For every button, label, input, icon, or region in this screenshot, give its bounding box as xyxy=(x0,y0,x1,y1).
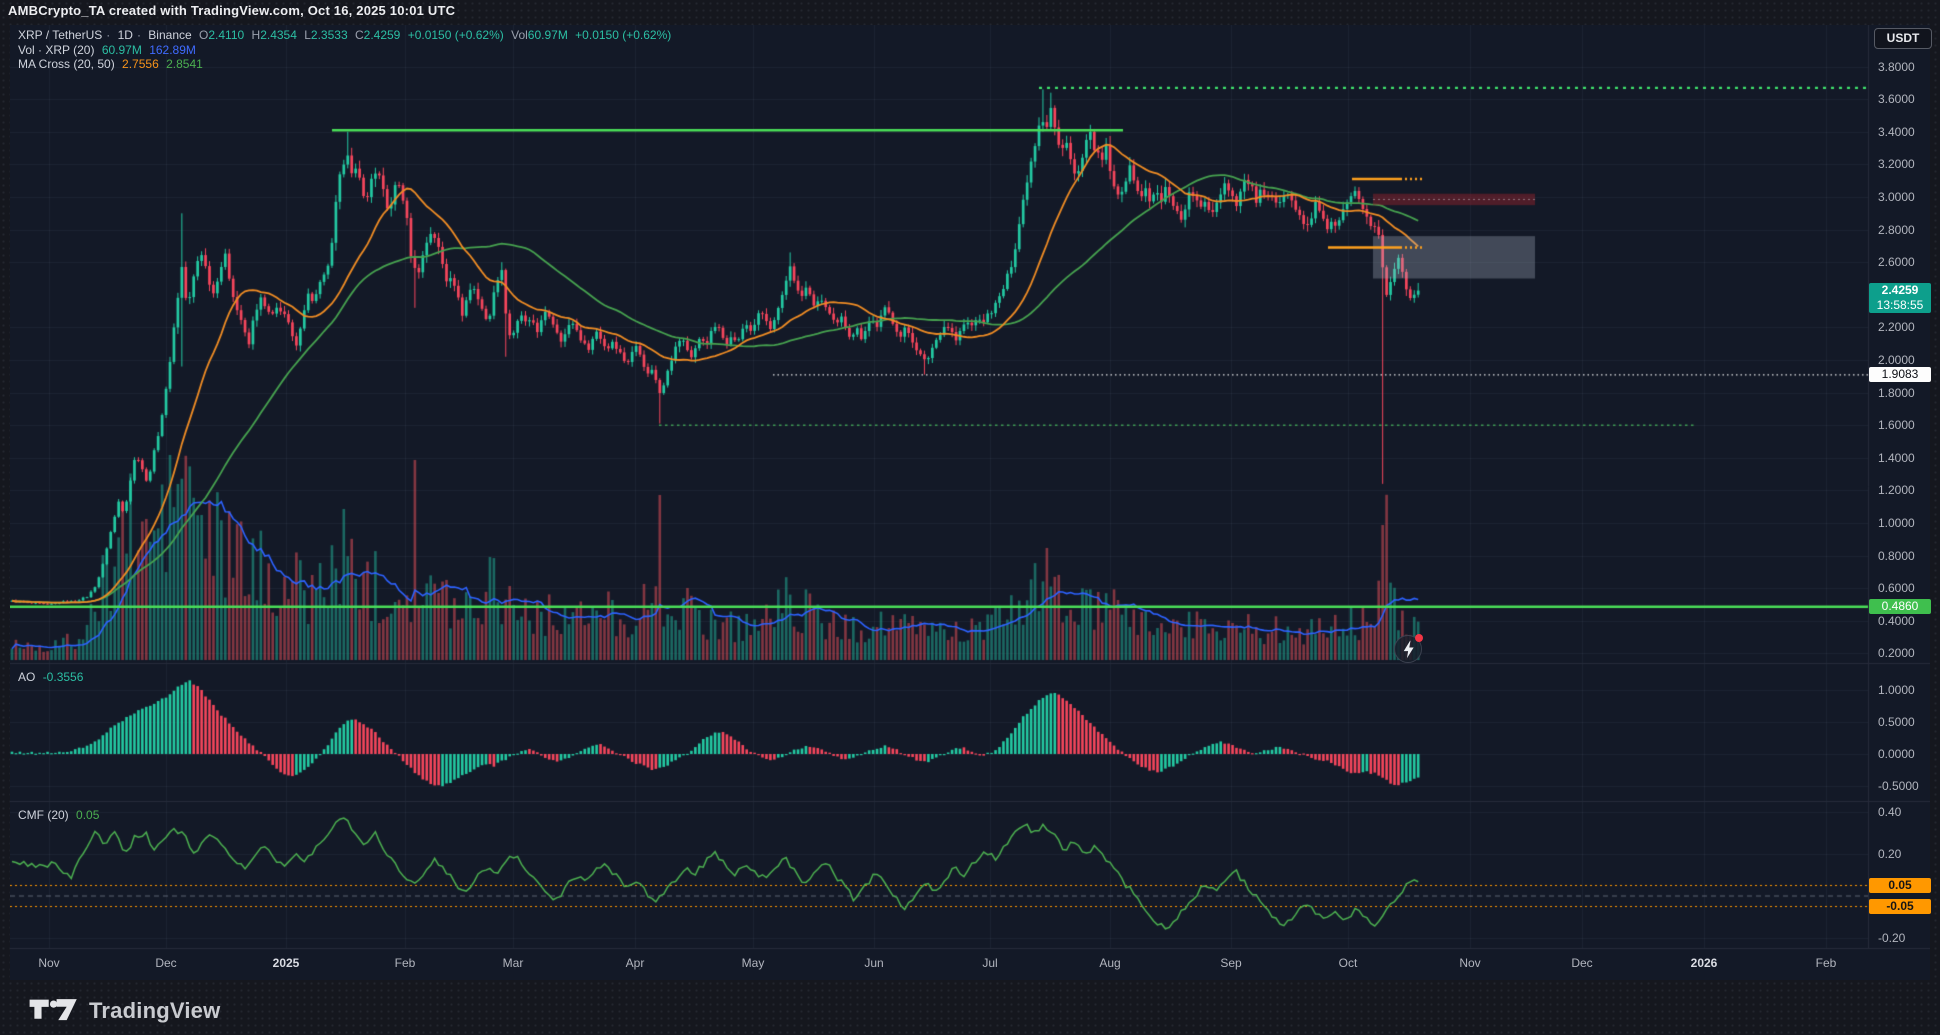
lightning-button[interactable] xyxy=(1394,634,1423,663)
support-price-badge: 0.4860 xyxy=(1869,598,1931,614)
page-title: AMBCrypto_TA created with TradingView.co… xyxy=(8,3,456,18)
price-tick: 3.4000 xyxy=(1878,124,1915,139)
cmf-label: CMF (20) xyxy=(18,808,69,822)
change-value: +0.0150 (+0.62%) xyxy=(407,28,504,42)
volume-ma1-value: 60.97M xyxy=(101,43,142,57)
time-tick: May xyxy=(741,956,765,970)
price-tick: 0.8000 xyxy=(1878,548,1915,563)
volume-value: 60.97M xyxy=(527,28,568,42)
price-tick: 1.6000 xyxy=(1878,418,1915,433)
macross-ma20-value: 2.7556 xyxy=(122,57,159,71)
legend-row-volume[interactable]: Vol · XRP (20) 60.97M 162.89M xyxy=(18,43,200,57)
price-tick: 3.0000 xyxy=(1878,190,1915,204)
level-price-badge: 1.9083 xyxy=(1869,366,1931,382)
time-tick: Feb xyxy=(394,956,416,970)
chart-canvas[interactable] xyxy=(10,25,1930,980)
exchange: Binance xyxy=(148,28,192,42)
ao-tick: -0.5000 xyxy=(1878,779,1919,793)
low-label: L xyxy=(304,28,311,42)
macross-name: MA Cross (20, 50) xyxy=(18,57,115,71)
ao-legend[interactable]: AO -0.3556 xyxy=(18,670,87,684)
price-tick: 1.4000 xyxy=(1878,450,1915,465)
ao-label: AO xyxy=(18,670,36,684)
price-tick: 1.8000 xyxy=(1878,385,1915,400)
high-value: 2.4354 xyxy=(260,28,297,42)
last-price-badge: 2.4259 13:58:55 xyxy=(1869,282,1931,313)
symbol-name: XRP / TetherUS xyxy=(18,28,103,42)
currency-button[interactable]: USDT xyxy=(1874,28,1932,49)
time-tick: Sep xyxy=(1220,956,1242,970)
open-value: 2.4110 xyxy=(208,28,245,42)
time-tick: Oct xyxy=(1338,956,1358,970)
tradingview-logo-icon xyxy=(28,991,80,1030)
price-tick: 1.2000 xyxy=(1878,483,1915,498)
cmf-lower-level-badge: -0.05 xyxy=(1869,898,1931,914)
notification-dot xyxy=(1415,634,1423,642)
price-tick: 3.2000 xyxy=(1878,157,1915,172)
volume-change-value: +0.0150 (+0.62%) xyxy=(575,28,672,42)
time-tick: 2025 xyxy=(272,956,300,970)
cmf-value: 0.05 xyxy=(76,808,100,822)
tradingview-logo-text: TradingView xyxy=(89,997,221,1023)
cmf-tick: 0.40 xyxy=(1878,805,1902,819)
volume-ma2-value: 162.89M xyxy=(149,43,196,57)
cmf-tick: 0.20 xyxy=(1878,847,1902,861)
separator-dot: · xyxy=(136,28,141,42)
cmf-legend[interactable]: CMF (20) 0.05 xyxy=(18,808,103,822)
price-tick: 0.4000 xyxy=(1878,613,1915,628)
close-value: 2.4259 xyxy=(363,28,401,42)
time-tick: 2026 xyxy=(1690,956,1718,970)
price-tick: 2.6000 xyxy=(1878,255,1915,270)
time-tick: Dec xyxy=(1571,956,1593,970)
open-label: O xyxy=(199,28,209,42)
price-tick: 2.2000 xyxy=(1878,320,1915,335)
price-tick: 3.6000 xyxy=(1878,92,1915,107)
time-tick: Nov xyxy=(38,956,60,970)
cmf-tick: -0.20 xyxy=(1878,931,1906,945)
price-tick: 3.8000 xyxy=(1878,59,1915,74)
time-tick: Nov xyxy=(1459,956,1481,970)
time-tick: Jul xyxy=(982,956,998,970)
time-tick: Feb xyxy=(1815,956,1837,970)
price-tick: 0.6000 xyxy=(1878,581,1915,596)
low-value: 2.3533 xyxy=(310,28,348,42)
volume-indicator-name: Vol · XRP (20) xyxy=(18,43,95,57)
time-tick: Aug xyxy=(1099,956,1121,970)
price-tick: 2.0000 xyxy=(1878,353,1915,367)
time-tick: Mar xyxy=(502,956,524,970)
time-tick: Dec xyxy=(155,956,177,970)
legend-row-symbol[interactable]: XRP / TetherUS · 1D · Binance O2.4110 H2.4… xyxy=(18,28,675,42)
separator-dot: · xyxy=(106,28,111,42)
ao-tick: 1.0000 xyxy=(1878,683,1915,697)
tradingview-logo[interactable]: TradingView xyxy=(28,991,220,1030)
close-label: C xyxy=(354,28,364,42)
timeframe: 1D xyxy=(117,28,133,42)
time-tick: Apr xyxy=(625,956,645,970)
cmf-upper-level-badge: 0.05 xyxy=(1869,877,1931,893)
price-tick: 2.8000 xyxy=(1878,222,1915,237)
volume-label: Vol xyxy=(511,28,528,42)
macross-ma50-value: 2.8541 xyxy=(166,57,203,71)
price-tick: 0.2000 xyxy=(1878,646,1915,661)
ao-tick: 0.0000 xyxy=(1878,747,1915,761)
ao-value: -0.3556 xyxy=(42,670,84,684)
last-price-value: 2.4259 xyxy=(1881,282,1919,297)
time-tick: Jun xyxy=(864,956,884,970)
high-label: H xyxy=(251,28,261,42)
bar-countdown: 13:58:55 xyxy=(1876,297,1924,312)
ao-tick: 0.5000 xyxy=(1878,715,1915,729)
price-tick: 1.0000 xyxy=(1878,516,1915,530)
legend-row-macross[interactable]: MA Cross (20, 50) 2.7556 2.8541 xyxy=(18,57,207,71)
